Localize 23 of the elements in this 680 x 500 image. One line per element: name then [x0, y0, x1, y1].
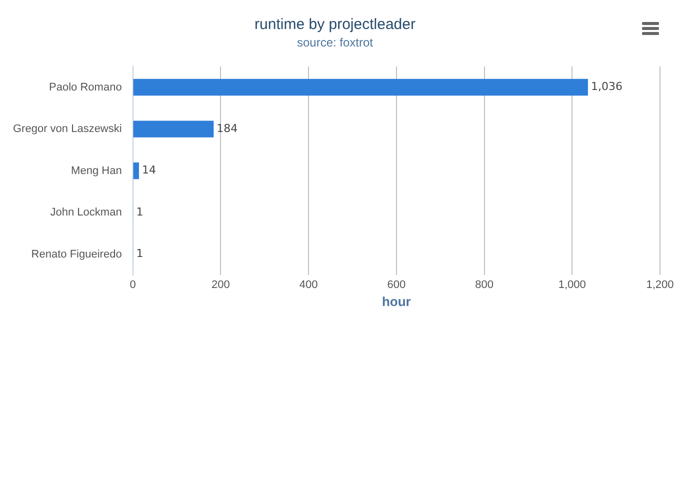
x-tick-label: 1,200: [646, 278, 674, 291]
x-tick-label: 1,000: [558, 278, 586, 291]
data-label: 184: [216, 122, 238, 135]
x-tick-label: 0: [130, 278, 136, 291]
chart-title: runtime by projectleader: [254, 16, 416, 34]
x-tick-label: 600: [387, 278, 406, 291]
y-tick-label: Renato Figueiredo: [31, 248, 122, 260]
data-label: 14: [142, 164, 156, 177]
data-label: 1: [136, 205, 144, 218]
chart-subtitle: source: foxtrot: [296, 36, 374, 50]
data-label: 1: [136, 247, 144, 260]
x-tick-label: 200: [212, 278, 230, 291]
y-tick-label: Gregor von Laszewski: [12, 123, 122, 136]
x-axis-title: hour: [382, 294, 411, 309]
x-tick-label: 400: [299, 278, 318, 291]
y-tick-label: Meng Han: [71, 164, 122, 177]
bar: [133, 120, 214, 138]
bar: [133, 162, 139, 180]
bar: [133, 78, 588, 96]
y-tick-label: Paolo Romano: [49, 81, 122, 94]
y-tick-label: John Lockman: [50, 206, 122, 219]
x-tick-label: 800: [475, 278, 494, 291]
data-label: 1,036: [590, 80, 622, 94]
